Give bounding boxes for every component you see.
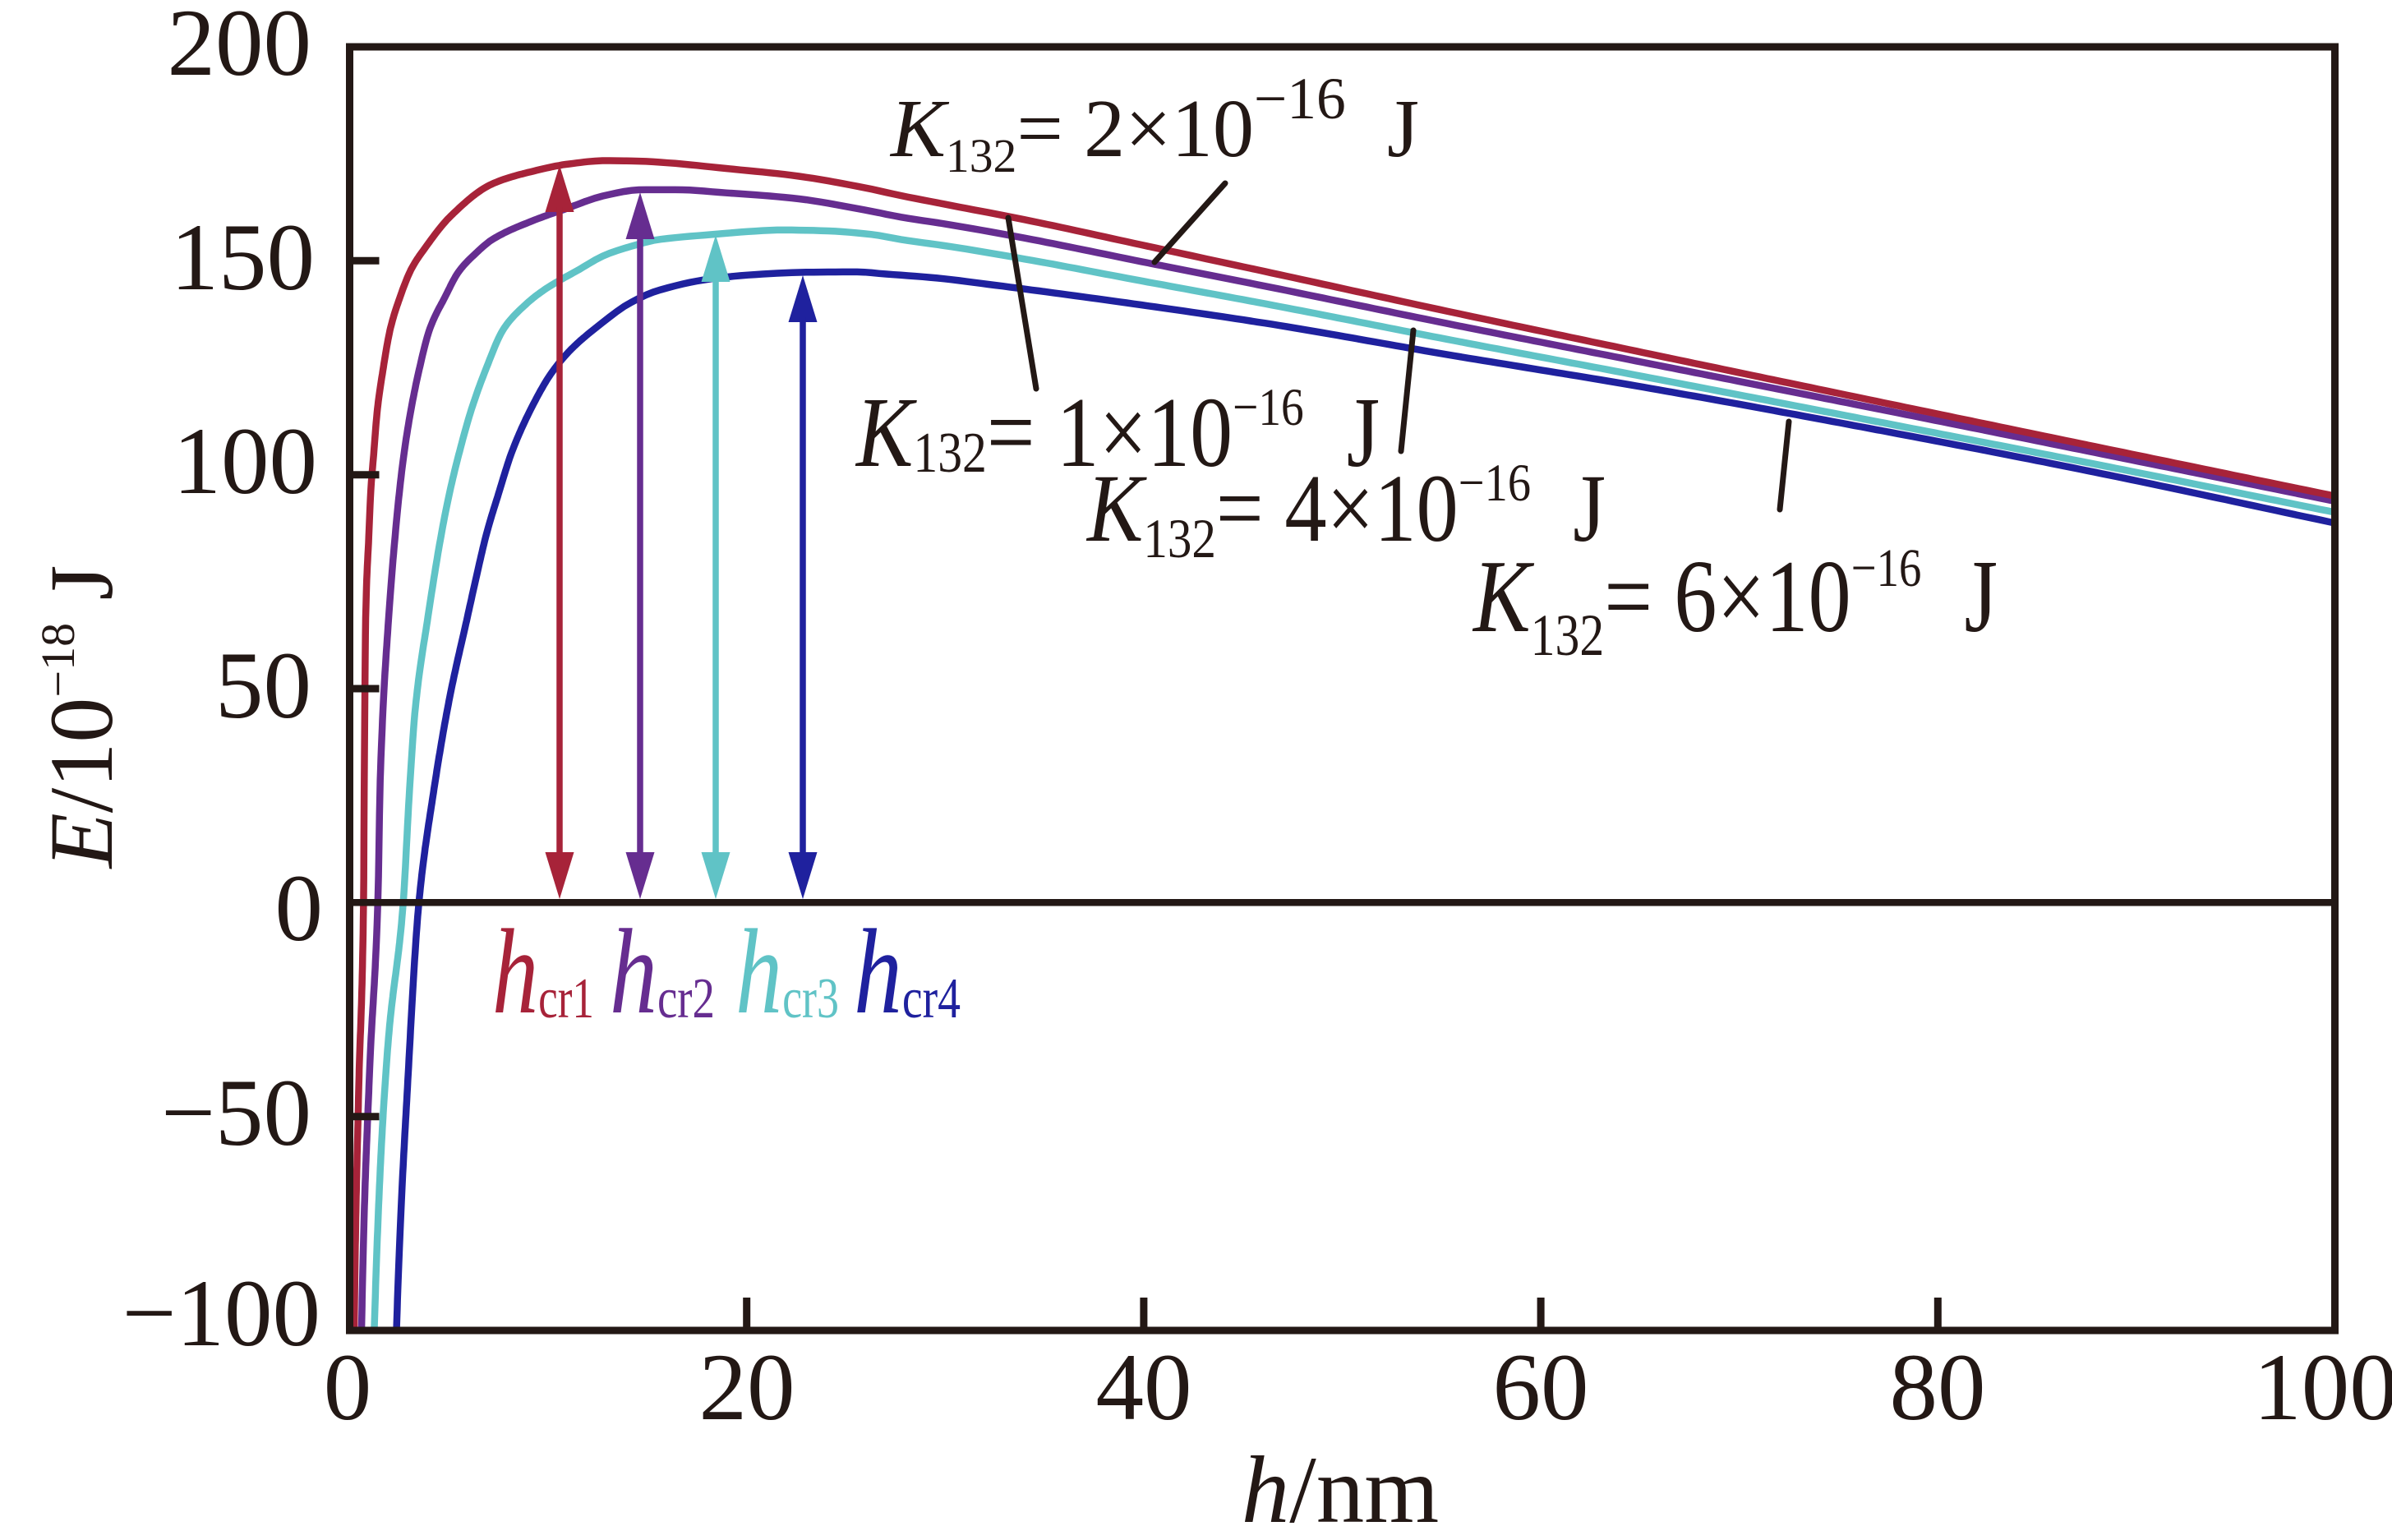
svg-text:K132= 2×10−16 J: K132= 2×10−16 J (889, 66, 1419, 182)
svg-text:−100: −100 (122, 1261, 320, 1367)
svg-text:60: 60 (1493, 1335, 1589, 1441)
svg-text:80: 80 (1890, 1335, 1986, 1441)
svg-text:−50: −50 (161, 1060, 311, 1166)
svg-text:h/nm: h/nm (1242, 1437, 1440, 1540)
svg-text:100: 100 (173, 408, 318, 514)
svg-text:150: 150 (171, 205, 316, 311)
svg-text:20: 20 (699, 1335, 795, 1441)
svg-text:200: 200 (168, 0, 312, 96)
svg-text:40: 40 (1096, 1335, 1192, 1441)
svg-text:K132= 6×10−16 J: K132= 6×10−16 J (1472, 538, 1998, 668)
svg-text:0: 0 (275, 855, 324, 961)
svg-text:hcr2: hcr2 (610, 905, 715, 1040)
svg-text:K132= 1×10−16 J: K132= 1×10−16 J (855, 376, 1380, 488)
svg-text:50: 50 (215, 633, 311, 739)
svg-text:hcr1: hcr1 (492, 905, 594, 1039)
svg-text:0: 0 (324, 1335, 372, 1441)
svg-text:E/10−18 J: E/10−18 J (31, 565, 131, 870)
svg-text:hcr3: hcr3 (735, 904, 839, 1040)
svg-text:K132= 4×10−16 J: K132= 4×10−16 J (1085, 454, 1606, 569)
svg-text:hcr4: hcr4 (854, 904, 961, 1039)
svg-text:100: 100 (2253, 1335, 2392, 1441)
